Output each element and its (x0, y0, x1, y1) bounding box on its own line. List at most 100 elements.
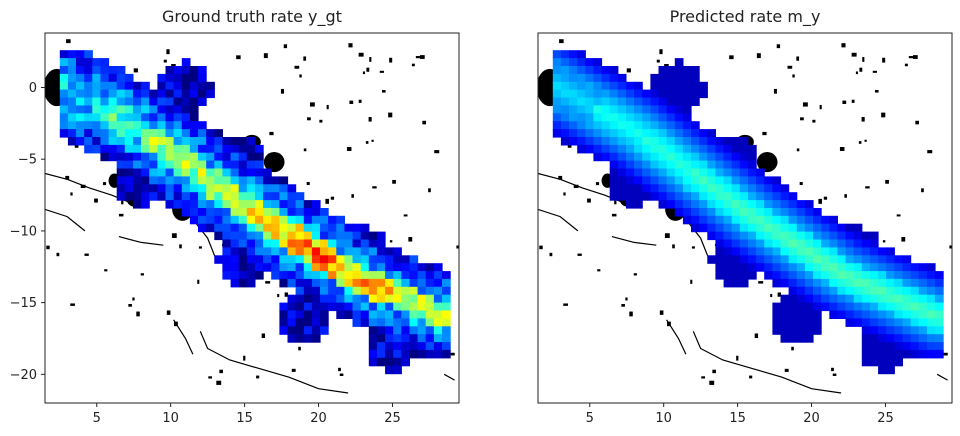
heatmap-cell (393, 342, 402, 351)
coastline-speck (136, 311, 140, 317)
heatmap-cell (552, 81, 562, 91)
heatmap-cell (141, 97, 150, 106)
heatmap-cell (116, 66, 126, 75)
heatmap-cell (141, 200, 150, 209)
heatmap-cell (878, 334, 887, 343)
heatmap-cell (165, 81, 175, 91)
heatmap-cell (910, 302, 920, 312)
heatmap-cell (141, 144, 150, 154)
heatmap-cell (617, 192, 627, 201)
heatmap-cell (666, 144, 676, 154)
heatmap-cell (601, 97, 611, 106)
heatmap-cell (385, 349, 394, 359)
heatmap-cell (246, 160, 256, 170)
heatmap-cell (59, 73, 69, 83)
heatmap-cell (861, 342, 871, 351)
heatmap-cell (715, 247, 725, 256)
heatmap-cell (707, 144, 716, 154)
coastline-speck (729, 55, 734, 60)
heatmap-cell (344, 239, 354, 248)
heatmap-cell (804, 200, 814, 209)
heatmap-cell (401, 278, 410, 288)
heatmap-cell (393, 357, 402, 367)
coastline-line (45, 208, 86, 232)
heatmap-cell (311, 200, 321, 209)
heatmap-cell (739, 184, 749, 193)
heatmap-cell (609, 97, 619, 106)
heatmap-cell (311, 223, 321, 233)
heatmap-cell (67, 66, 77, 75)
heatmap-cell (295, 302, 305, 312)
heatmap-cell (894, 357, 903, 367)
heatmap-cell (829, 310, 838, 319)
heatmap-cell (336, 310, 345, 319)
heatmap-cell (731, 215, 741, 225)
heatmap-cell (780, 326, 790, 335)
heatmap-cell (682, 168, 692, 177)
heatmap-cell (173, 89, 183, 99)
heatmap-cell (829, 286, 838, 296)
heatmap-cell (255, 176, 264, 185)
heatmap-cell (368, 231, 378, 241)
heatmap-cell (385, 310, 394, 319)
heatmap-cell (723, 152, 733, 162)
coastline-speck (659, 49, 663, 55)
heatmap-cell (853, 271, 863, 280)
heatmap-cell (861, 310, 871, 319)
heatmap-cell (165, 73, 175, 83)
heatmap-cell (739, 223, 749, 233)
heatmap-cell (238, 271, 248, 280)
heatmap-cell (821, 263, 830, 272)
coastline-speck (841, 43, 846, 48)
coastline-speck (823, 196, 828, 200)
coastline-speck (280, 88, 285, 94)
heatmap-cell (691, 73, 700, 83)
axes-frame (537, 32, 953, 404)
coastline-speck (862, 57, 865, 62)
heatmap-cell (352, 223, 362, 233)
heatmap-cell (401, 255, 410, 264)
heatmap-cell (902, 286, 912, 296)
heatmap-cell (336, 302, 345, 312)
heatmap-cell (585, 73, 594, 83)
heatmap-cell (149, 184, 158, 193)
heatmap-cell (320, 302, 329, 312)
heatmap-cell (360, 286, 370, 296)
coastline-speck (762, 131, 767, 136)
heatmap-cell (67, 81, 77, 91)
heatmap-cell (788, 294, 798, 304)
heatmap-cell (731, 184, 741, 193)
heatmap-cell (593, 152, 603, 162)
heatmap-cell (133, 168, 142, 177)
heatmap-cell (853, 231, 863, 241)
heatmap-cell (869, 231, 879, 241)
heatmap-cell (902, 278, 912, 288)
heatmap-cell (829, 302, 838, 312)
heatmap-cell (748, 239, 757, 248)
heatmap-cell (116, 129, 126, 138)
heatmap-cell (878, 278, 887, 288)
coastline-line (118, 236, 164, 246)
heatmap-cell (772, 318, 782, 327)
heatmap-cell (682, 208, 692, 217)
coastline-speck (219, 369, 223, 374)
heatmap-cell (691, 89, 700, 99)
heatmap-cell (246, 255, 256, 264)
heatmap-cell (425, 318, 435, 327)
x-tick-label: 5 (586, 411, 594, 426)
heatmap-cell (181, 144, 191, 154)
heatmap-cell (861, 239, 871, 248)
heatmap-cell (368, 294, 378, 304)
heatmap-cell (149, 105, 158, 114)
heatmap-cell (626, 184, 635, 193)
heatmap-cell (772, 239, 782, 248)
heatmap-cell (279, 255, 289, 264)
heatmap-cell (682, 200, 692, 209)
heatmap-cell (189, 89, 199, 99)
coastline-speck (614, 200, 617, 205)
heatmap-cell (279, 184, 289, 193)
heatmap-cell (674, 105, 684, 114)
heatmap-cell (230, 168, 240, 177)
heatmap-cell (723, 168, 733, 177)
heatmap-cell (230, 215, 240, 225)
